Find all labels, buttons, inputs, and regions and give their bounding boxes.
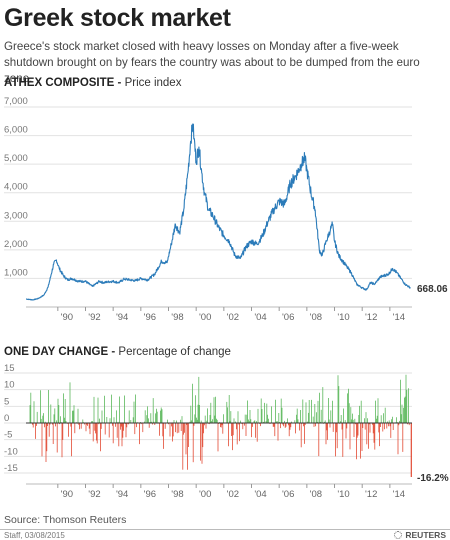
- source-note: Source: Thomson Reuters: [4, 514, 127, 526]
- price-y-tick-label: 5,000: [4, 153, 28, 164]
- change-chart-heading: ONE DAY CHANGE - Percentage of change: [4, 346, 231, 358]
- price-x-tick-label: '12: [365, 312, 377, 323]
- change-chart: 15 10 5 0 -5 -10 -15 '90 '92 '94 '96 '98 '00 '02 '04 '0…: [4, 363, 449, 500]
- price-x-tick-label: '94: [116, 312, 128, 323]
- change-end-label: -16.2%: [417, 473, 449, 484]
- price-series-line: [25, 123, 411, 301]
- price-y-tick-label: 3,000: [4, 210, 28, 221]
- page-subtitle: Greece's stock market closed with heavy …: [4, 40, 420, 85]
- change-y-tick-label: 15: [4, 363, 15, 374]
- change-x-tick-label: '00: [199, 489, 211, 500]
- price-x-tick-label: '98: [171, 312, 183, 323]
- change-x-tick-label: '14: [393, 489, 405, 500]
- change-y-tick-label: 10: [4, 380, 15, 391]
- price-x-tick-label: '04: [254, 312, 266, 323]
- change-x-tick-label: '94: [116, 489, 128, 500]
- change-x-tick-label: '98: [171, 489, 183, 500]
- price-x-tick-label: '96: [144, 312, 156, 323]
- change-chart-subtitle: Percentage of change: [118, 346, 231, 358]
- change-x-tick-label: '92: [88, 489, 100, 500]
- price-y-tick-label: 1,000: [4, 267, 28, 278]
- price-x-tick-label: '08: [310, 312, 322, 323]
- price-x-tick-label: '10: [337, 312, 349, 323]
- change-y-tick-label: 0: [4, 413, 9, 424]
- change-chart-title: ONE DAY CHANGE: [4, 346, 109, 358]
- price-chart-heading: ATHEX COMPOSITE - Price index: [4, 77, 182, 89]
- reuters-logo-text: REUTERS: [405, 530, 446, 540]
- price-y-tick-label: 7,000: [4, 96, 28, 107]
- price-y-tick-label: 2,000: [4, 239, 28, 250]
- credit-note: Staff, 03/08/2015: [4, 531, 65, 540]
- price-x-tick-label: '90: [61, 312, 73, 323]
- price-x-tick-label: '92: [88, 312, 100, 323]
- price-chart-subtitle: Price index: [124, 77, 182, 89]
- price-chart: 7,000 6,000 5,000 4,000 3,000 2,000 1,000 '90 '9…: [4, 96, 448, 323]
- change-y-tick-label: -15: [4, 463, 18, 474]
- change-x-tick-label: '12: [365, 489, 377, 500]
- change-x-tick-label: '04: [254, 489, 266, 500]
- reuters-logo-icon: [394, 531, 403, 539]
- footer-divider: [0, 529, 450, 530]
- price-x-tick-label: '14: [393, 312, 405, 323]
- price-end-label: 668.06: [417, 284, 448, 295]
- change-y-tick-label: 5: [4, 396, 9, 407]
- change-bars: [29, 374, 410, 470]
- page-title: Greek stock market: [4, 4, 231, 32]
- price-y-tick-label: 4,000: [4, 182, 28, 193]
- change-y-tick-label: -5: [4, 430, 12, 441]
- change-y-tick-label: -10: [4, 446, 18, 457]
- reuters-logo: REUTERS: [394, 530, 446, 540]
- price-y-tick-label: 6,000: [4, 125, 28, 136]
- price-x-tick-label: '02: [227, 312, 239, 323]
- change-x-tick-label: '02: [227, 489, 239, 500]
- price-chart-title: ATHEX COMPOSITE: [4, 77, 115, 89]
- price-x-tick-label: '06: [282, 312, 294, 323]
- change-x-tick-label: '90: [61, 489, 73, 500]
- change-x-tick-label: '08: [310, 489, 322, 500]
- change-x-tick-label: '96: [144, 489, 156, 500]
- change-x-tick-label: '06: [282, 489, 294, 500]
- price-x-tick-label: '00: [199, 312, 211, 323]
- change-x-tick-label: '10: [337, 489, 349, 500]
